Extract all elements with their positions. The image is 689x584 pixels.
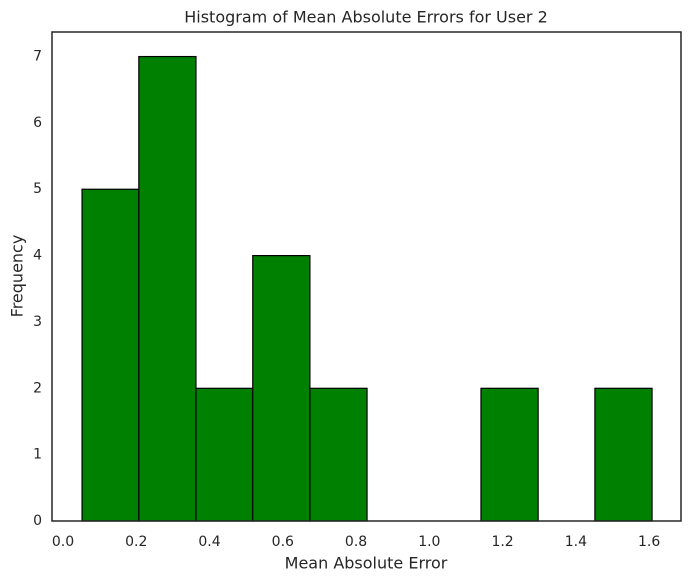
x-axis-label: Mean Absolute Error [285,554,448,573]
chart-title: Histogram of Mean Absolute Errors for Us… [184,8,548,27]
bar [81,188,140,522]
bar [195,387,254,522]
x-tick-label: 0.8 [345,534,367,550]
plot-frame [51,31,682,522]
x-tick-label: 0.0 [52,534,74,550]
y-tick-label: 5 [33,181,42,197]
x-tick-label: 0.2 [125,534,147,550]
bar [309,387,368,522]
x-tick-label: 0.6 [272,534,294,550]
y-tick-label: 1 [33,447,42,463]
x-tick-label: 0.4 [198,534,220,550]
bar [480,387,539,522]
y-tick-label: 0 [33,513,42,529]
y-tick-label: 7 [33,49,42,65]
y-tick-label: 3 [33,314,42,330]
bar [252,254,311,522]
y-tick-label: 4 [33,248,42,264]
x-tick-label: 1.0 [418,534,440,550]
y-axis-label: Frequency [8,235,27,318]
x-tick-label: 1.6 [638,534,660,550]
bar [138,55,197,522]
bar [594,387,653,522]
x-tick-label: 1.2 [491,534,513,550]
y-tick-label: 6 [33,115,42,131]
y-tick-label: 2 [33,380,42,396]
x-tick-label: 1.4 [565,534,587,550]
